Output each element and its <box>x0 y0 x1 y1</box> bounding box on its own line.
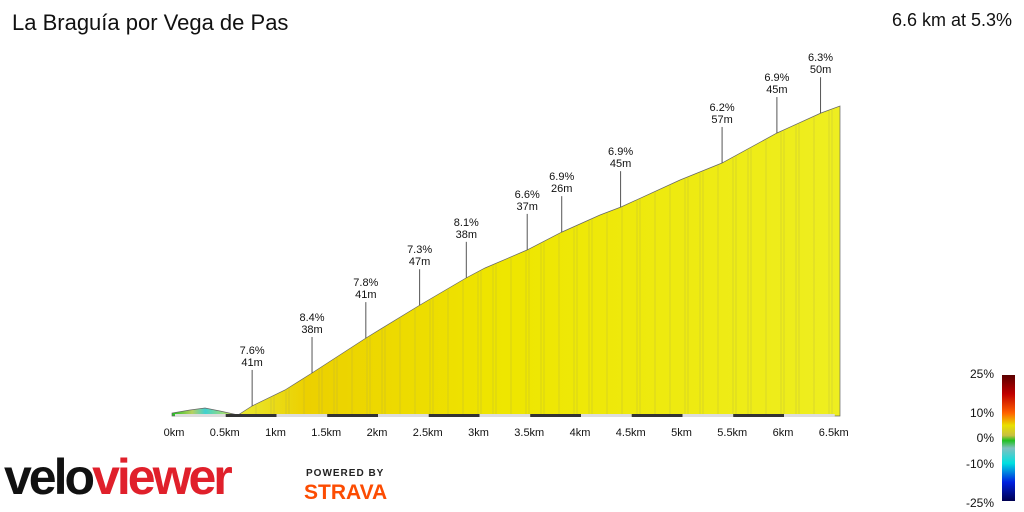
x-tick-label: 1.5km <box>311 427 341 439</box>
profile-area <box>171 105 841 417</box>
page-title: La Braguía por Vega de Pas <box>12 10 289 35</box>
logo-text: viewer <box>92 449 233 505</box>
marker-grade: 6.9% <box>608 146 633 158</box>
marker-gain: 45m <box>766 84 787 96</box>
profile-texture <box>255 109 833 416</box>
baseline-segment <box>479 414 531 417</box>
x-tick-label: 5.5km <box>717 427 747 439</box>
baseline-segment <box>327 414 378 417</box>
veloviewer-logo[interactable]: veloviewer <box>4 449 233 505</box>
gradient-marker: 8.1%38m <box>454 217 479 278</box>
marker-gain: 41m <box>355 289 376 301</box>
gradient-legend-bar <box>1002 375 1015 501</box>
baseline-segment <box>631 414 683 417</box>
strava-logo[interactable]: STRAVA <box>304 481 388 504</box>
legend-label: 25% <box>969 367 994 381</box>
x-tick-label: 2km <box>367 427 388 439</box>
marker-grade: 6.3% <box>808 52 833 64</box>
marker-grade: 6.6% <box>515 189 540 201</box>
baseline-segment <box>378 414 429 417</box>
x-tick-label: 6km <box>773 427 794 439</box>
gradient-marker: 6.3%50m <box>808 52 833 114</box>
marker-gain: 37m <box>517 201 538 213</box>
marker-grade: 8.1% <box>454 217 479 229</box>
marker-grade: 6.2% <box>710 102 735 114</box>
baseline-segment <box>682 414 734 417</box>
legend-label: -25% <box>965 496 994 510</box>
marker-grade: 7.3% <box>407 244 432 256</box>
gradient-marker: 6.9%45m <box>764 72 790 134</box>
distance-baseline <box>175 414 835 417</box>
legend-label: 0% <box>976 431 994 445</box>
gradient-marker: 6.9%45m <box>608 146 633 208</box>
gradient-marker: 6.2%57m <box>710 102 735 163</box>
baseline-segment <box>581 414 632 417</box>
marker-gain: 57m <box>711 114 732 126</box>
marker-gain: 47m <box>409 256 430 268</box>
baseline-segment <box>225 414 277 417</box>
baseline-segment <box>733 414 784 417</box>
x-tick-label: 0.5km <box>210 427 240 439</box>
legend-label: -10% <box>965 457 994 471</box>
gradient-marker: 7.3%47m <box>407 244 432 306</box>
x-tick-label: 3km <box>468 427 489 439</box>
baseline-segment <box>428 414 480 417</box>
legend-label: 10% <box>969 406 994 420</box>
gradient-marker: 8.4%38m <box>299 312 325 373</box>
x-tick-label: 0km <box>164 427 185 439</box>
x-tick-label: 4km <box>570 427 591 439</box>
marker-gain: 38m <box>301 324 322 336</box>
powered-by-label: POWERED BY <box>306 468 385 479</box>
marker-gain: 50m <box>810 64 831 76</box>
marker-gain: 45m <box>610 158 631 170</box>
baseline-segment <box>276 414 328 417</box>
gradient-marker: 6.6%37m <box>515 189 540 250</box>
marker-gain: 26m <box>551 183 572 195</box>
baseline-segment <box>530 414 581 417</box>
x-tick-label: 5km <box>671 427 692 439</box>
marker-grade: 8.4% <box>299 312 324 324</box>
gradient-marker: 7.6%41m <box>240 345 265 406</box>
gradient-marker: 6.9%26m <box>549 171 574 233</box>
marker-gain: 41m <box>241 357 262 369</box>
x-tick-label: 6.5km <box>819 427 849 439</box>
baseline-segment <box>175 414 226 417</box>
marker-grade: 6.9% <box>549 171 574 183</box>
x-tick-label: 4.5km <box>616 427 646 439</box>
gradient-marker: 7.8%41m <box>353 277 379 339</box>
x-tick-label: 1km <box>265 427 286 439</box>
x-tick-label: 2.5km <box>413 427 443 439</box>
climb-summary: 6.6 km at 5.3% <box>891 10 1012 30</box>
marker-grade: 7.8% <box>353 277 378 289</box>
logo-text: velo <box>4 449 95 505</box>
baseline-segment <box>784 414 835 417</box>
marker-gain: 38m <box>456 229 477 241</box>
x-tick-label: 3.5km <box>514 427 544 439</box>
marker-grade: 6.9% <box>764 72 789 84</box>
marker-grade: 7.6% <box>240 345 265 357</box>
